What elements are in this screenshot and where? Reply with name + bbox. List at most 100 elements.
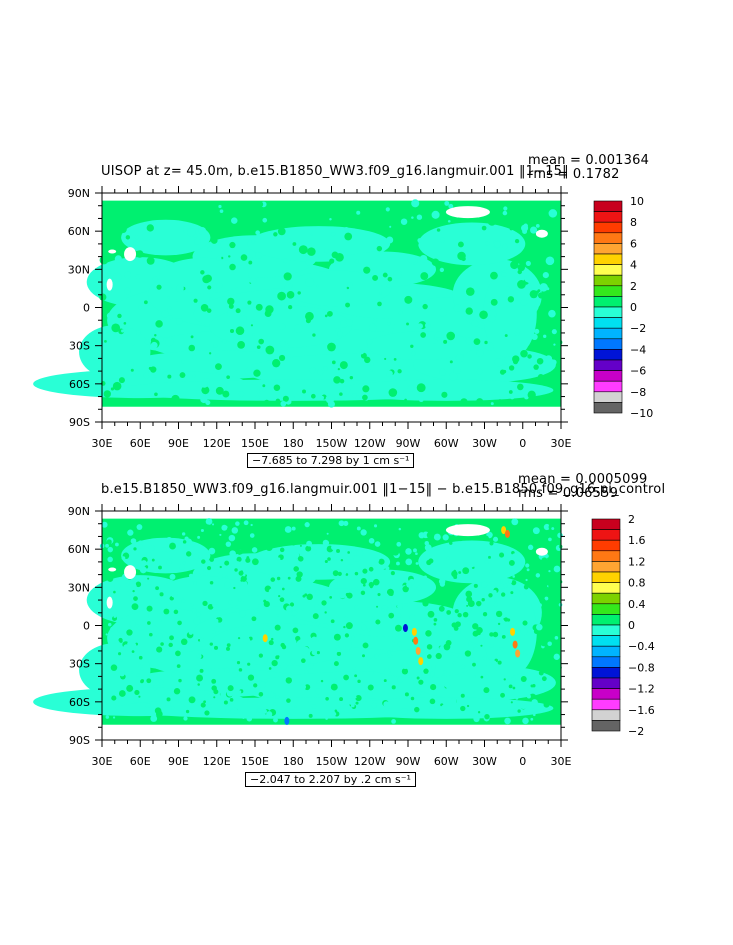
field-speckle [439,274,447,282]
x-tick-label: 120E [203,755,231,768]
field-speckle [189,603,194,607]
field-speckle [108,622,112,627]
anomaly-spot [504,529,510,538]
field-speckle [553,565,561,573]
field-speckle [180,638,188,646]
field-speckle [360,352,367,359]
colorbar-label: 6 [630,237,637,250]
colorbar-swatch [591,720,621,732]
field-speckle [126,684,134,692]
field-speckle [539,283,548,292]
field-speckle [130,368,134,372]
field-speckle [391,579,397,585]
field-speckle [510,701,513,704]
field-speckle [280,400,287,407]
field-speckle [357,589,360,592]
field-speckle [510,677,516,682]
field-speckle [359,349,365,355]
field-speckle [290,658,296,665]
field-speckle [305,311,314,321]
field-speckle [204,710,210,716]
field-speckle [410,696,415,701]
field-speckle [310,575,316,581]
field-speckle [287,535,292,540]
field-speckle [209,352,212,355]
field-speckle [349,375,354,380]
field-speckle [383,679,387,683]
field-speckle [280,662,288,670]
field-speckle [138,655,143,660]
field-speckle [533,554,540,560]
field-speckle [270,577,276,582]
field-speckle [511,518,519,526]
colorbar-swatch [591,518,621,530]
field-speckle [286,605,293,612]
field-speckle [105,543,109,548]
field-speckle [266,315,272,321]
field-speckle [139,566,147,574]
field-speckle [182,540,187,544]
field-speckle [416,214,423,220]
colorbar-label: 2 [630,280,637,293]
field-speckle [255,389,261,394]
field-speckle [482,612,488,617]
field-speckle [213,344,218,348]
field-speckle [200,702,206,708]
field-speckle [211,678,217,684]
field-speckle [393,270,402,280]
field-speckle [460,664,466,669]
field-speckle [492,631,499,638]
field-speckle [258,653,263,658]
field-speckle [367,628,371,632]
field-speckle [485,241,490,246]
field-speckle [148,366,152,370]
field-speckle [291,541,296,546]
field-speckle [230,563,235,567]
anomaly-spot [413,636,419,645]
field-speckle [506,679,510,683]
field-speckle [452,661,456,665]
field-speckle [132,402,137,407]
field-speckle [388,612,395,619]
field-speckle [551,283,560,292]
field-speckle [525,260,531,267]
field-speckle [257,201,264,208]
field-speckle [517,709,521,713]
field-speckle [107,546,114,553]
field-speckle [309,367,316,374]
field-speckle [130,538,137,544]
field-speckle [291,526,296,531]
field-speckle [508,390,513,394]
field-speckle [152,276,158,282]
field-speckle [162,371,169,378]
colorbar-label: −2 [630,322,646,335]
field-patch [418,222,526,266]
field-speckle [160,642,164,646]
field-speckle [387,595,394,603]
field-speckle [158,336,164,342]
field-speckle [305,659,311,664]
field-speckle [354,696,357,699]
field-speckle [150,341,158,349]
field-speckle [416,585,422,591]
field-speckle [476,348,479,351]
colorbar-swatch [593,264,623,276]
field-speckle [135,581,142,588]
field-speckle [522,717,529,725]
field-speckle [522,229,528,234]
field-speckle [464,606,472,614]
field-speckle [388,388,398,397]
field-speckle [262,217,268,223]
field-speckle [194,664,201,670]
colorbar-swatch [591,698,621,711]
field-patch [339,379,554,401]
colorbar-label: −8 [630,386,646,399]
field-speckle [494,545,498,550]
field-speckle [538,304,547,314]
field-speckle [444,200,450,206]
field-speckle [387,708,391,711]
field-speckle [525,563,530,568]
field-speckle [519,244,524,249]
field-speckle [190,400,196,407]
field-speckle [135,250,141,256]
